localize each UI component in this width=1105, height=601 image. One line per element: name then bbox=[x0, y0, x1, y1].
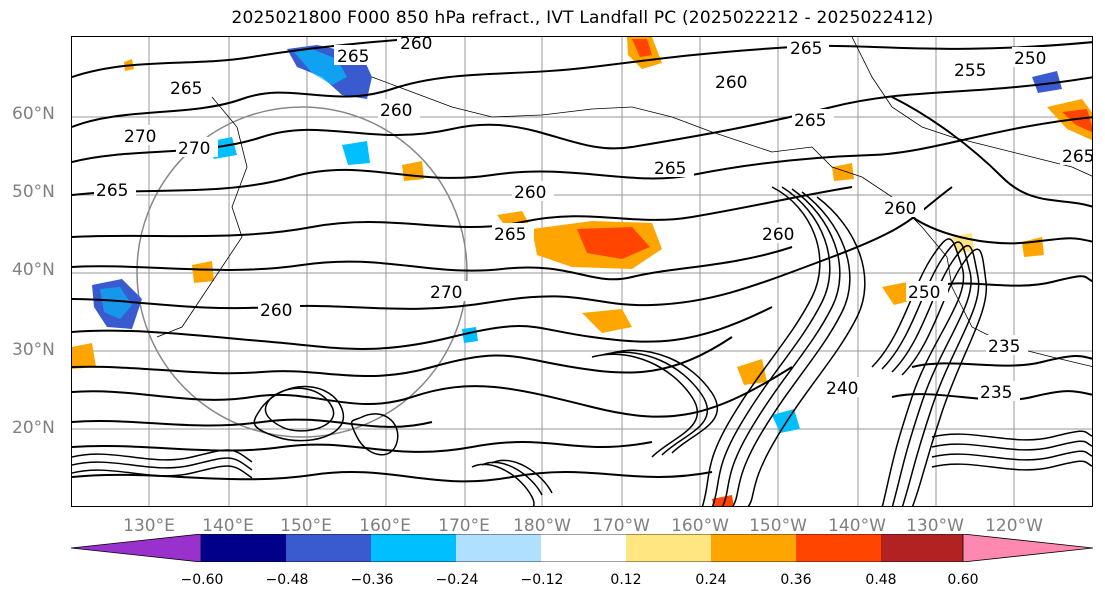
map-title: 2025021800 F000 850 hPa refract., IVT La… bbox=[231, 8, 934, 28]
lon-label: 180°W bbox=[513, 516, 571, 536]
colorbar-segment bbox=[541, 534, 626, 562]
contour-label: 265 bbox=[790, 39, 822, 59]
colorbar-tick-label: 0.24 bbox=[695, 572, 727, 588]
colorbar bbox=[71, 534, 1093, 562]
colorbar-tick-label: −0.24 bbox=[435, 572, 479, 588]
contour-lines bbox=[72, 37, 1092, 483]
colorbar-segment bbox=[456, 534, 541, 562]
contour-label: 260 bbox=[715, 73, 747, 93]
lon-label: 130°E bbox=[123, 516, 175, 536]
colorbar-tick-label: 0.48 bbox=[865, 572, 897, 588]
contour-label: 235 bbox=[988, 337, 1020, 357]
lon-label: 170°W bbox=[592, 516, 650, 536]
contour-label: 265 bbox=[794, 111, 826, 131]
colorbar-segment bbox=[371, 534, 456, 562]
lon-label: 160°W bbox=[671, 516, 729, 536]
contour-label: 270 bbox=[124, 127, 156, 147]
colorbar-segment bbox=[286, 534, 371, 562]
contour-label: 260 bbox=[884, 199, 916, 219]
colorbar-segment bbox=[201, 534, 286, 562]
contour-label: 270 bbox=[430, 283, 462, 303]
colorbar-tick-label: −0.48 bbox=[265, 572, 309, 588]
lat-label: 60°N bbox=[12, 104, 55, 124]
lon-label: 130°W bbox=[906, 516, 964, 536]
shaded-patches bbox=[72, 37, 1092, 506]
colorbar-segment bbox=[881, 534, 963, 562]
contour-label: 260 bbox=[400, 37, 432, 54]
map-canvas: 265 260 265 265 260 270 270 265 260 265 bbox=[72, 37, 1093, 506]
contour-label-group: 265 260 265 265 260 270 270 265 260 265 bbox=[94, 37, 1093, 403]
map-panel: 265 260 265 265 260 270 270 265 260 265 bbox=[71, 36, 1093, 507]
lon-label: 170°E bbox=[438, 516, 490, 536]
colorbar-tick-label: −0.60 bbox=[180, 572, 224, 588]
colorbar-tick-label: 0.12 bbox=[610, 572, 642, 588]
contour-label: 260 bbox=[260, 301, 292, 321]
lat-label: 30°N bbox=[12, 340, 55, 360]
contour-label: 250 bbox=[1014, 49, 1046, 69]
colorbar-tick-label: 0.36 bbox=[780, 572, 812, 588]
colorbar-tick-label: −0.36 bbox=[350, 572, 394, 588]
lon-label: 150°E bbox=[280, 516, 332, 536]
contour-label: 255 bbox=[954, 61, 986, 81]
lat-label: 50°N bbox=[12, 182, 55, 202]
colorbar-segment bbox=[626, 534, 711, 562]
contour-label: 265 bbox=[337, 47, 369, 67]
contour-label: 260 bbox=[762, 225, 794, 245]
contour-label: 265 bbox=[170, 79, 202, 99]
lon-label: 160°E bbox=[359, 516, 411, 536]
lon-label: 140°W bbox=[828, 516, 886, 536]
contour-label: 265 bbox=[494, 225, 526, 245]
contour-label: 265 bbox=[1062, 147, 1093, 167]
contour-label: 235 bbox=[980, 383, 1012, 403]
lon-label: 150°W bbox=[749, 516, 807, 536]
graticule bbox=[72, 37, 1092, 506]
contour-label: 260 bbox=[514, 183, 546, 203]
contour-label: 270 bbox=[178, 139, 210, 159]
colorbar-segment bbox=[711, 534, 796, 562]
contour-label: 260 bbox=[380, 101, 412, 121]
contour-label: 240 bbox=[826, 379, 858, 399]
lat-label: 40°N bbox=[12, 260, 55, 280]
contour-label: 250 bbox=[908, 283, 940, 303]
lat-label: 20°N bbox=[12, 418, 55, 438]
colorbar-tick-label: −0.12 bbox=[520, 572, 564, 588]
lon-label: 120°W bbox=[985, 516, 1043, 536]
contour-label: 265 bbox=[654, 159, 686, 179]
contour-label: 265 bbox=[96, 181, 128, 201]
colorbar-tick-label: 0.60 bbox=[947, 572, 979, 588]
colorbar-segment bbox=[71, 534, 202, 562]
colorbar-segment bbox=[962, 534, 1093, 562]
range-circle bbox=[136, 106, 468, 438]
lon-label: 140°E bbox=[202, 516, 254, 536]
colorbar-segment bbox=[796, 534, 881, 562]
